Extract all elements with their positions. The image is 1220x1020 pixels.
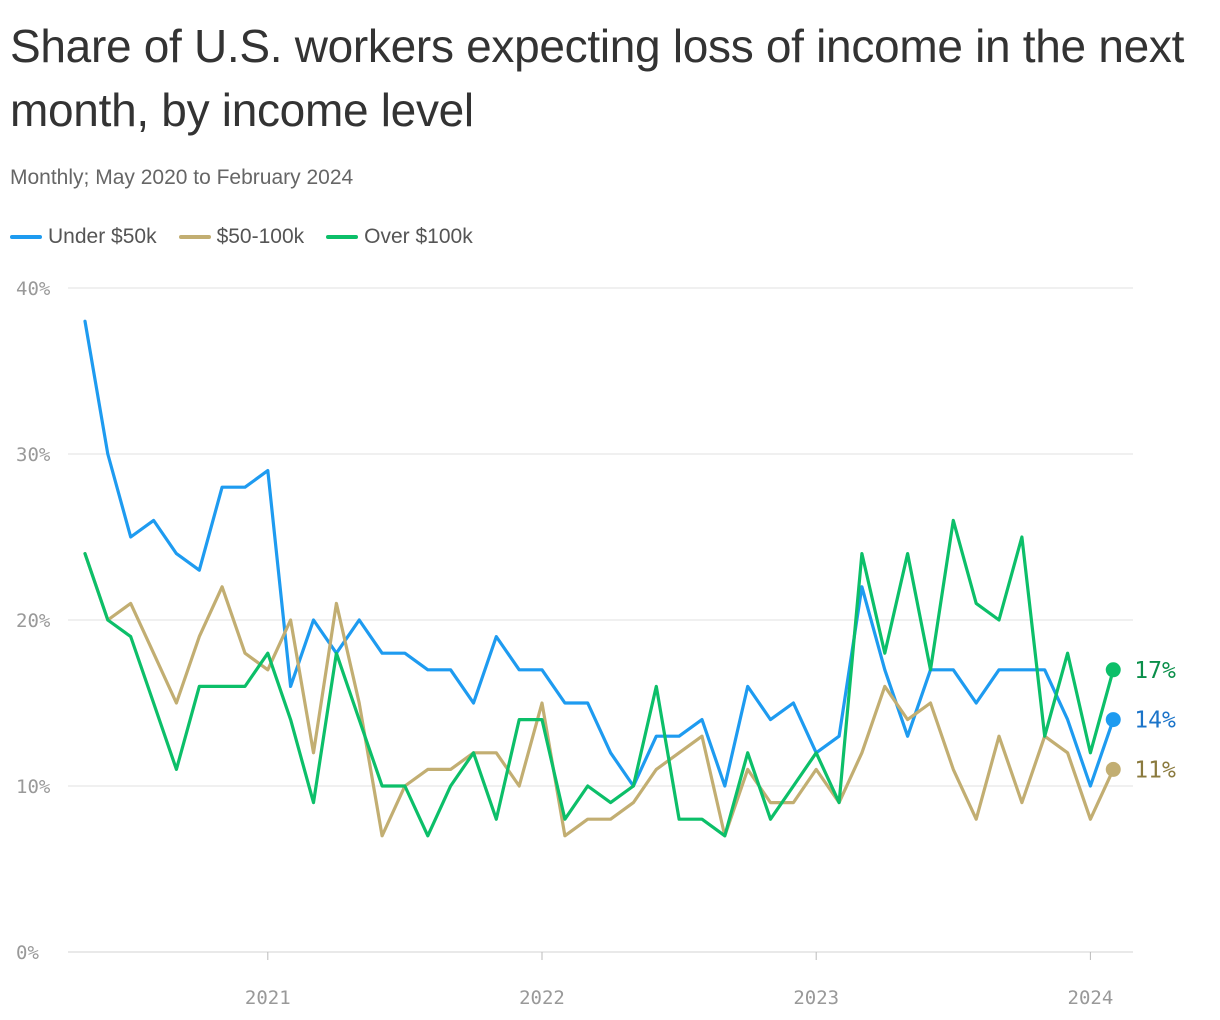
chart-legend: Under $50k $50-100k Over $100k [10,225,495,249]
end-point-50-100k [1105,761,1121,777]
x-tick-label: 2021 [245,987,291,1009]
legend-item-over-100k: Over $100k [326,225,473,249]
x-tick-label: 2024 [1068,987,1114,1009]
y-tick-label: 10% [16,776,51,798]
x-tick-label: 2023 [793,987,839,1009]
end-point-under-50k [1105,712,1121,728]
x-tick-label: 2022 [519,987,565,1009]
legend-swatch-50-100k [178,235,211,239]
y-tick-label: 20% [16,610,51,632]
legend-label-50-100k: $50-100k [216,225,305,248]
legend-swatch-over-100k [326,235,359,239]
legend-label-over-100k: Over $100k [364,225,473,248]
legend-item-under-50k: Under $50k [10,225,157,249]
legend-item-50-100k: $50-100k [178,225,305,249]
y-tick-label: 30% [16,444,51,466]
legend-swatch-under-50k [10,235,42,239]
legend-label-under-50k: Under $50k [48,225,157,248]
end-label-50-100k: 11% [1134,757,1176,783]
series-line-50-100k [83,552,1115,838]
chart-subtitle: Monthly; May 2020 to February 2024 [10,166,354,189]
chart-title: Share of U.S. workers expecting loss of … [10,20,1185,136]
series-line-over-100k [83,518,1115,838]
series-line-under-50k [83,319,1115,788]
y-tick-label: 0% [16,942,39,964]
end-point-over-100k [1105,662,1121,678]
end-label-over-100k: 17% [1134,658,1176,684]
y-tick-label: 40% [16,278,51,300]
end-label-under-50k: 14% [1134,708,1176,734]
